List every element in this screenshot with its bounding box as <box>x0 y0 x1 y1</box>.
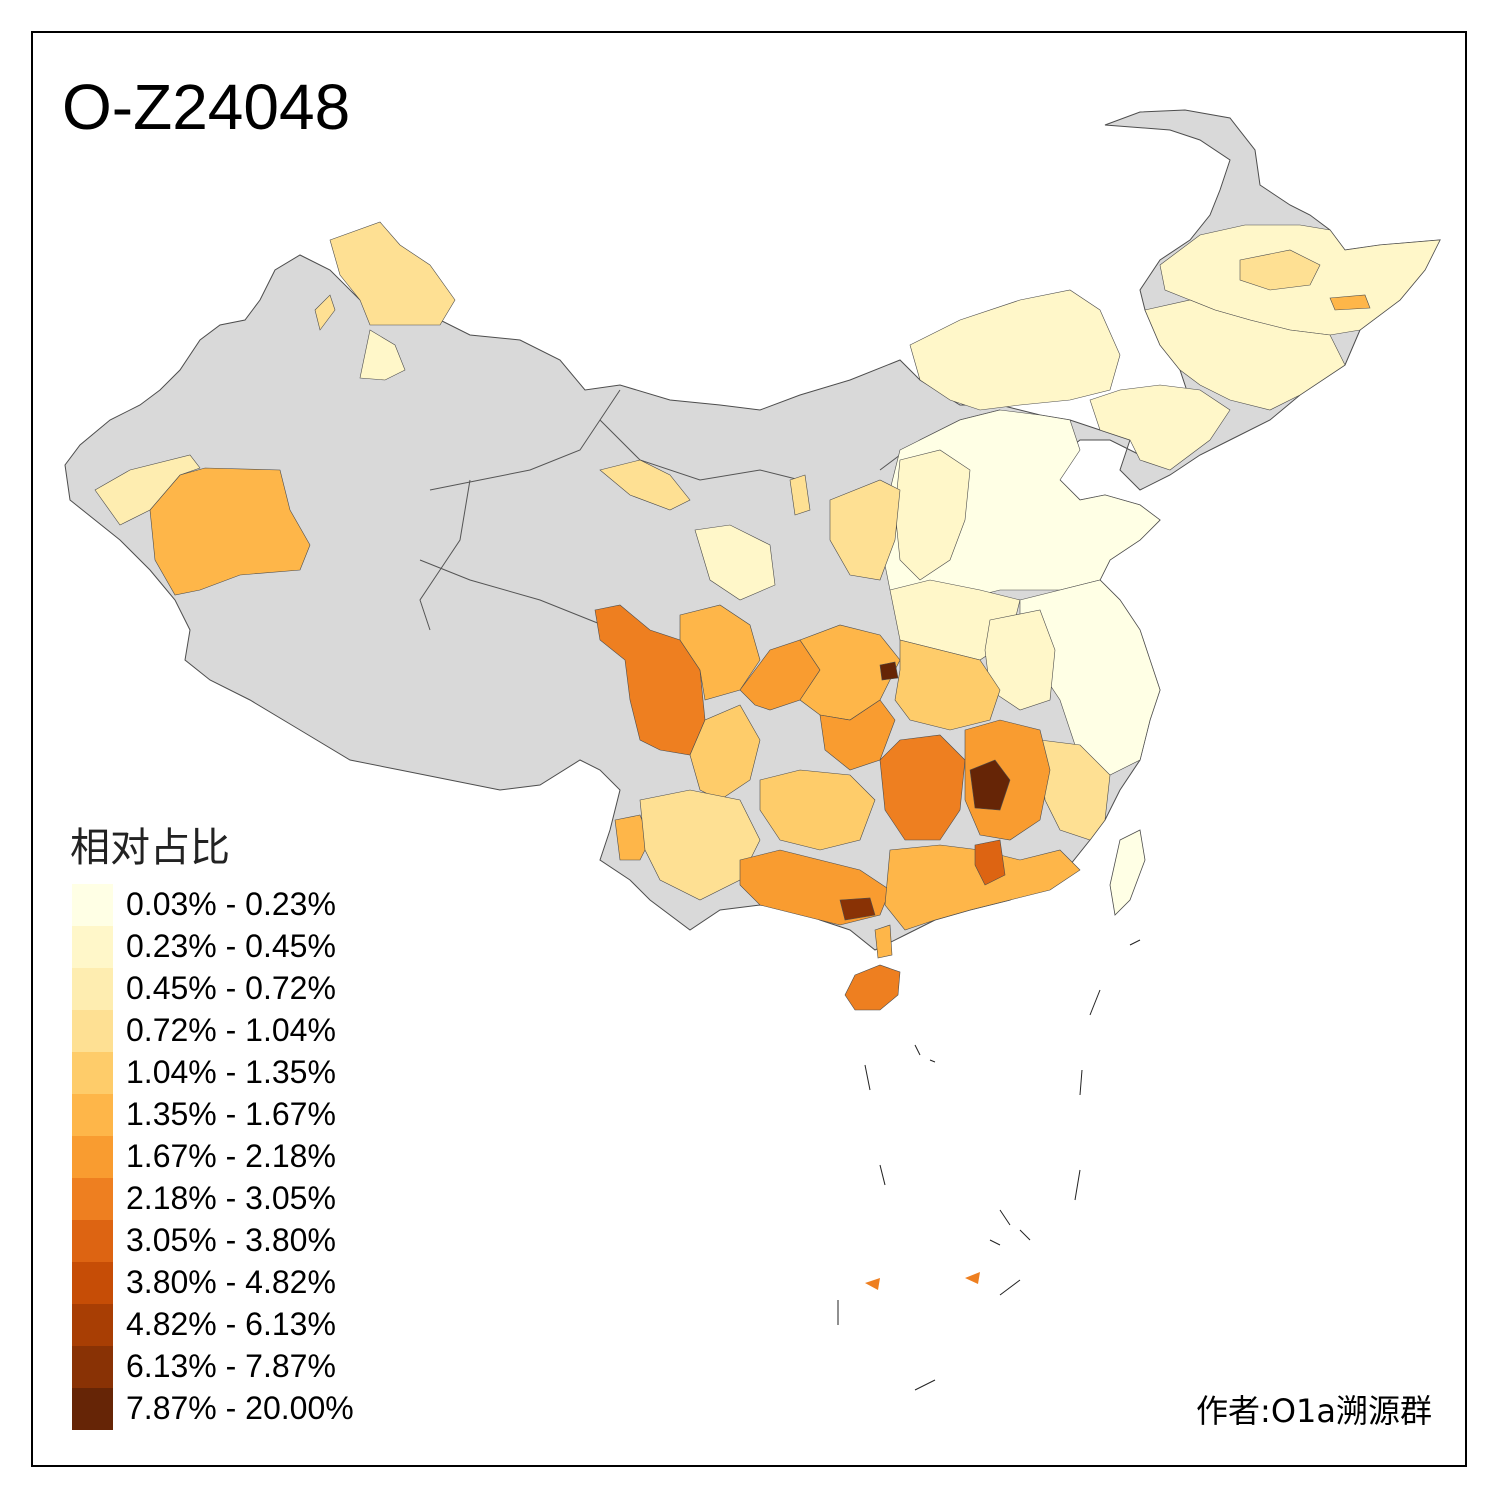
map-title: O-Z24048 <box>62 71 351 143</box>
legend-label: 2.18% - 3.05% <box>126 1180 336 1216</box>
region-harbin <box>1329 294 1371 311</box>
region-leizhou <box>874 924 893 959</box>
legend-swatch <box>72 1010 113 1052</box>
legend-swatch <box>72 884 113 926</box>
legend-label: 0.23% - 0.45% <box>126 928 336 964</box>
region-taiwan <box>1109 829 1146 916</box>
legend-swatch <box>72 1346 113 1388</box>
map-frame <box>31 31 1467 1467</box>
legend-swatch <box>72 1304 113 1346</box>
legend-swatch <box>72 1136 113 1178</box>
south-china-sea-islands <box>837 939 1141 1391</box>
legend-swatch <box>72 968 113 1010</box>
legend-swatch <box>72 1052 113 1094</box>
region-altay <box>329 221 456 326</box>
legend-swatch <box>72 926 113 968</box>
legend-swatch <box>72 1262 113 1304</box>
region-gansu-mid <box>789 474 811 516</box>
author-credit: 作者:O1a溯源群 <box>1196 1392 1432 1430</box>
region-nanning-dark <box>839 897 876 921</box>
region-liangshan <box>689 704 761 801</box>
legend-label: 1.35% - 1.67% <box>126 1096 336 1132</box>
legend-label: 7.87% - 20.00% <box>126 1390 354 1426</box>
legend-label: 0.03% - 0.23% <box>126 886 336 922</box>
region-hubei <box>894 639 1001 731</box>
region-anhui <box>984 609 1056 711</box>
region-urumqi <box>359 329 406 381</box>
legend-swatch <box>72 1178 113 1220</box>
region-liaoning <box>1089 384 1231 471</box>
region-tacheng <box>314 294 336 331</box>
region-chongqing <box>819 699 896 771</box>
legend-swatch <box>72 1094 113 1136</box>
legend-label: 0.45% - 0.72% <box>126 970 336 1006</box>
region-fujian <box>1039 739 1111 841</box>
region-shanxi <box>894 449 971 581</box>
region-kashgar <box>149 467 311 596</box>
region-meizhou <box>974 839 1006 886</box>
region-nansha-a <box>965 1272 980 1284</box>
region-inner-mongolia-east <box>909 289 1121 411</box>
region-jiangxi-dark <box>969 759 1011 811</box>
legend-swatch <box>72 1388 113 1430</box>
legend-label: 3.05% - 3.80% <box>126 1222 336 1258</box>
legend-label: 4.82% - 6.13% <box>126 1306 336 1342</box>
region-guizhou <box>759 769 876 851</box>
region-shaanxi-north <box>829 479 901 581</box>
region-gansu-west <box>599 459 691 511</box>
region-heilongjiang-mid <box>1239 249 1321 291</box>
region-nansha-b <box>865 1278 880 1290</box>
legend-label: 0.72% - 1.04% <box>126 1012 336 1048</box>
legend-label: 1.04% - 1.35% <box>126 1054 336 1090</box>
region-lanzhou <box>694 524 776 601</box>
region-jilin <box>1144 299 1346 411</box>
legend-label: 3.80% - 4.82% <box>126 1264 336 1300</box>
legend-swatch <box>72 1220 113 1262</box>
region-kizilsu <box>94 454 201 526</box>
region-shiyan-dark <box>879 661 899 681</box>
region-hainan <box>844 964 901 1011</box>
legend-label: 1.67% - 2.18% <box>126 1138 336 1174</box>
region-hunan <box>879 734 966 841</box>
legend-label: 6.13% - 7.87% <box>126 1348 336 1384</box>
legend-title: 相对占比 <box>70 825 230 871</box>
